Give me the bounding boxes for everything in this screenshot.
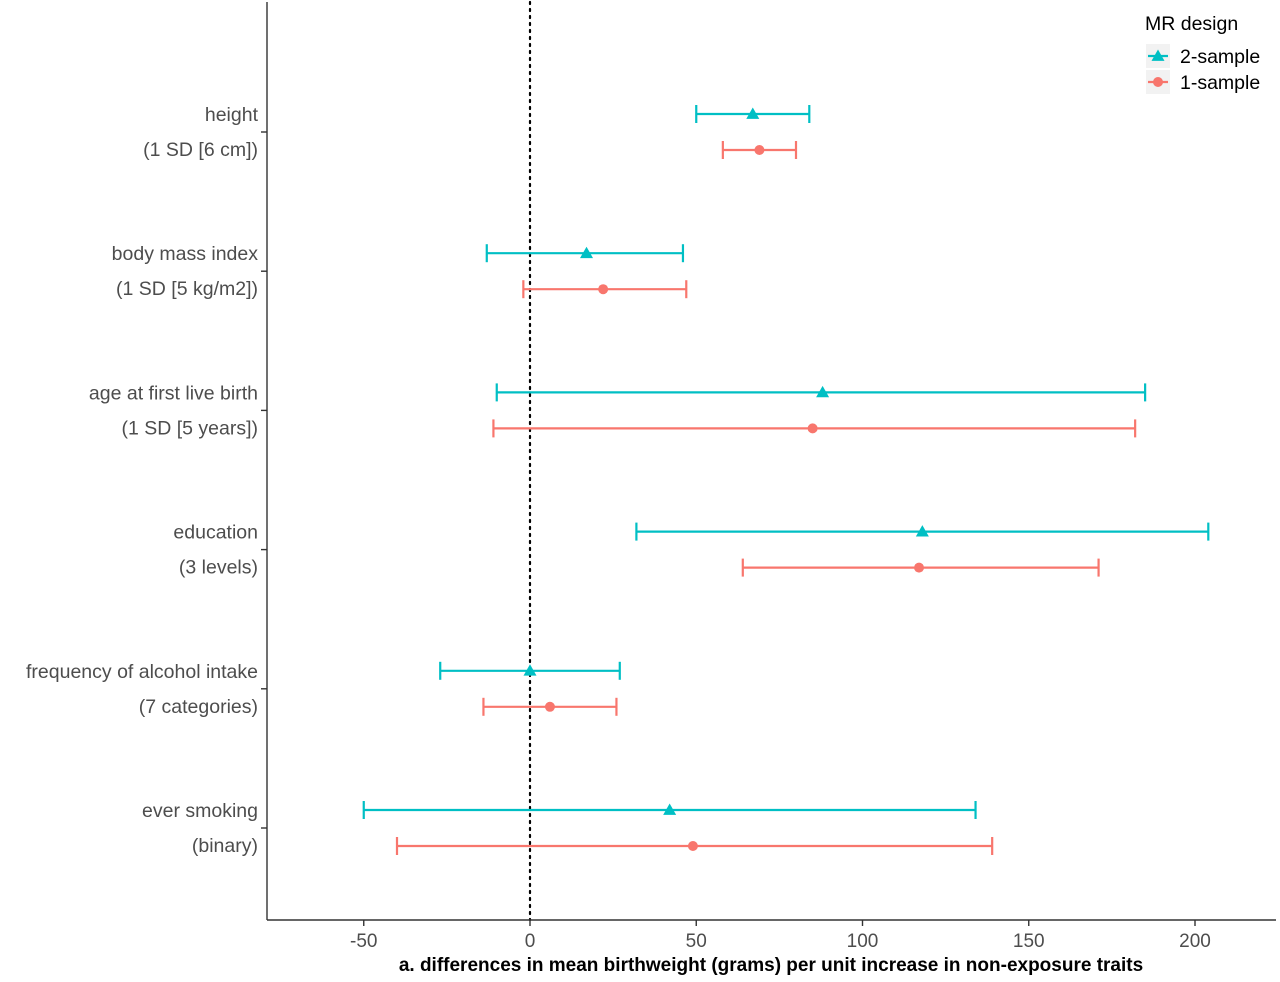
category-label: body mass index	[112, 243, 259, 265]
point-estimate-triangle	[523, 664, 537, 676]
x-tick-label: 200	[1179, 931, 1211, 952]
category-sublabel: (7 categories)	[139, 696, 258, 718]
category-label: age at first live birth	[89, 382, 258, 404]
legend-key-circle	[1153, 77, 1163, 87]
point-estimate-circle	[754, 145, 765, 155]
category-sublabel: (1 SD [5 kg/m2])	[116, 278, 258, 300]
x-tick-label: 100	[847, 931, 879, 952]
x-tick-label: 150	[1013, 931, 1045, 952]
legend-title: MR design	[1145, 13, 1238, 35]
point-estimate-triangle	[816, 385, 830, 398]
legend-entry-label: 2-sample	[1180, 46, 1260, 68]
point-estimate-circle	[598, 284, 609, 295]
category-label: education	[173, 522, 258, 544]
point-estimate-circle	[914, 562, 925, 573]
x-axis-title: a. differences in mean birthweight (gram…	[399, 955, 1143, 976]
category-sublabel: (binary)	[192, 835, 258, 857]
category-labels: height (1 SD [6 cm]) body mass index (1 SD …	[26, 104, 267, 857]
point-estimate-circle	[544, 701, 555, 712]
category-sublabel: (1 SD [6 cm])	[143, 139, 258, 161]
point-estimate-triangle	[663, 803, 677, 815]
x-tick-label: 0	[525, 931, 536, 952]
x-axis-ticks: -50 0 50 100 150 200	[350, 920, 1211, 952]
axes	[266, 2, 1276, 921]
point-estimate-circle	[687, 841, 698, 851]
legend: MR design 2-sample 1-sample	[1145, 13, 1260, 94]
legend-key-triangle	[1151, 49, 1165, 61]
category-label: frequency of alcohol intake	[26, 661, 258, 683]
category-label: ever smoking	[142, 800, 258, 822]
point-estimate-triangle	[746, 107, 760, 119]
legend-entry-label: 1-sample	[1180, 72, 1260, 94]
x-tick-label: 50	[686, 931, 707, 952]
category-sublabel: (3 levels)	[179, 557, 258, 579]
category-label: height	[205, 104, 259, 126]
category-sublabel: (1 SD [5 years])	[121, 417, 258, 439]
data-marks	[362, 105, 1210, 855]
point-estimate-triangle	[580, 246, 594, 259]
point-estimate-circle	[807, 423, 818, 434]
point-estimate-triangle	[915, 525, 929, 537]
x-tick-label: -50	[350, 931, 377, 952]
